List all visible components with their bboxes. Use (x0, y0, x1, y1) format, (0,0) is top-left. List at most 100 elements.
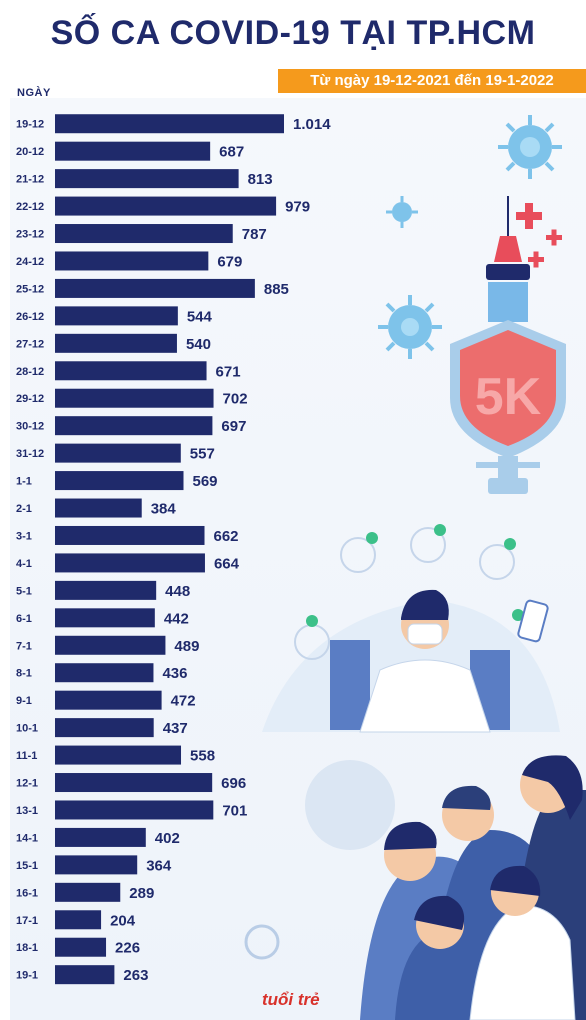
shield-5k-label: 5K (475, 368, 542, 426)
bar (55, 306, 178, 326)
value-label: 701 (222, 802, 247, 819)
bar (55, 361, 207, 381)
value-label: 687 (219, 144, 244, 161)
value-label: 263 (123, 967, 148, 984)
bar (55, 882, 121, 902)
bar (55, 937, 107, 957)
bar (55, 800, 214, 820)
value-label: 569 (193, 473, 218, 490)
value-label: 979 (285, 199, 310, 216)
bar (55, 608, 155, 628)
category-label: 2-1 (16, 503, 32, 515)
crowd-illustration (244, 755, 586, 1020)
bar (55, 525, 205, 545)
category-label: 28-12 (16, 366, 44, 378)
category-label: 17-1 (16, 915, 38, 927)
category-label: 13-1 (16, 805, 38, 817)
bar (55, 416, 213, 436)
value-label: 671 (216, 363, 241, 380)
category-label: 11-1 (16, 750, 37, 762)
category-label: 3-1 (16, 530, 32, 542)
value-label: 557 (190, 446, 215, 463)
bar (55, 718, 154, 738)
value-label: 364 (146, 857, 172, 874)
value-label: 472 (171, 693, 196, 710)
value-label: 226 (115, 940, 140, 957)
bar (55, 388, 214, 408)
value-label: 697 (221, 418, 246, 435)
value-label: 384 (151, 501, 177, 518)
category-label: 19-12 (16, 119, 44, 131)
value-label: 402 (155, 830, 180, 847)
bar (55, 333, 177, 353)
bar (55, 224, 233, 244)
date-range-badge: Từ ngày 19-12-2021 đến 19-1-2022 (278, 69, 586, 93)
bar (55, 690, 162, 710)
value-label: 204 (110, 912, 136, 929)
bar (55, 910, 102, 930)
bar (55, 278, 255, 298)
category-label: 12-1 (16, 778, 38, 790)
bar (55, 663, 154, 683)
category-label: 18-1 (16, 942, 38, 954)
bar (55, 553, 205, 573)
bar (55, 635, 166, 655)
bar (55, 965, 115, 985)
category-label: 8-1 (16, 668, 32, 680)
value-label: 489 (174, 638, 199, 655)
bar (55, 251, 209, 271)
value-label: 664 (214, 555, 240, 572)
category-label: 22-12 (16, 201, 44, 213)
bar (55, 141, 211, 161)
value-label: 558 (190, 748, 215, 765)
bar (55, 773, 213, 793)
bar (55, 471, 184, 491)
page-title: SỐ CA COVID-19 TẠI TP.HCM (50, 14, 536, 52)
bar (55, 498, 142, 518)
value-label: 702 (223, 391, 248, 408)
value-label: 436 (162, 665, 187, 682)
category-label: 9-1 (16, 695, 32, 707)
doctor-illustration (262, 524, 560, 733)
category-label: 4-1 (16, 558, 32, 570)
category-label: 15-1 (16, 860, 38, 872)
bar (55, 443, 181, 463)
category-label: 31-12 (16, 448, 44, 460)
value-label: 679 (217, 253, 242, 270)
value-label: 442 (164, 610, 189, 627)
category-label: 7-1 (16, 640, 32, 652)
value-label: 813 (248, 171, 273, 188)
category-label: 1-1 (16, 476, 32, 488)
value-label: 1.014 (293, 116, 331, 133)
plus-cross-icon (516, 203, 562, 268)
category-label: 19-1 (16, 970, 38, 982)
bar (55, 855, 138, 875)
category-label: 10-1 (16, 723, 38, 735)
bar (55, 196, 277, 216)
value-label: 544 (187, 308, 213, 325)
virus-icon (378, 295, 442, 359)
bar (55, 745, 182, 765)
virus-icon (498, 115, 562, 179)
value-label: 437 (163, 720, 188, 737)
category-label: 5-1 (16, 585, 32, 597)
category-label: 21-12 (16, 174, 44, 186)
bar (55, 114, 284, 134)
category-label: 27-12 (16, 338, 44, 350)
value-label: 662 (214, 528, 239, 545)
category-label: 23-12 (16, 229, 44, 241)
value-label: 289 (129, 885, 154, 902)
category-label: 24-12 (16, 256, 44, 268)
category-label: 6-1 (16, 613, 32, 625)
bar (55, 827, 146, 847)
category-label: 29-12 (16, 393, 44, 405)
category-label: 16-1 (16, 887, 38, 899)
tuoi-tre-logo: tuổi trẻ (262, 990, 320, 1009)
vaccine-syringe-icon: 5K (450, 196, 566, 494)
axis-label-ngay: NGÀY (17, 87, 51, 99)
bars-group: 19-12 1.014 20-12 687 21-12 813 22-12 979 23-12 7… (16, 114, 331, 985)
category-label: 20-12 (16, 146, 44, 158)
value-label: 885 (264, 281, 289, 298)
category-label: 14-1 (16, 832, 38, 844)
